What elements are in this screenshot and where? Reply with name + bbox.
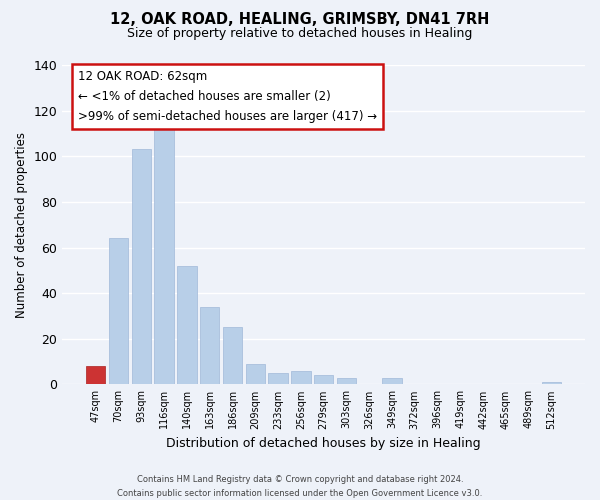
X-axis label: Distribution of detached houses by size in Healing: Distribution of detached houses by size … — [166, 437, 481, 450]
Bar — [154, 124, 174, 384]
Text: 12, OAK ROAD, HEALING, GRIMSBY, DN41 7RH: 12, OAK ROAD, HEALING, GRIMSBY, DN41 7RH — [110, 12, 490, 28]
Text: 12 OAK ROAD: 62sqm
← <1% of detached houses are smaller (2)
>99% of semi-detache: 12 OAK ROAD: 62sqm ← <1% of detached hou… — [78, 70, 377, 123]
Bar — [291, 370, 311, 384]
Bar — [268, 373, 288, 384]
Bar — [131, 150, 151, 384]
Text: Contains HM Land Registry data © Crown copyright and database right 2024.
Contai: Contains HM Land Registry data © Crown c… — [118, 476, 482, 498]
Text: Size of property relative to detached houses in Healing: Size of property relative to detached ho… — [127, 28, 473, 40]
Bar — [223, 328, 242, 384]
Bar — [86, 366, 106, 384]
Bar — [245, 364, 265, 384]
Bar — [177, 266, 197, 384]
Bar — [542, 382, 561, 384]
Bar — [109, 238, 128, 384]
Bar — [314, 376, 334, 384]
Bar — [382, 378, 402, 384]
Bar — [337, 378, 356, 384]
Y-axis label: Number of detached properties: Number of detached properties — [15, 132, 28, 318]
Bar — [200, 307, 220, 384]
